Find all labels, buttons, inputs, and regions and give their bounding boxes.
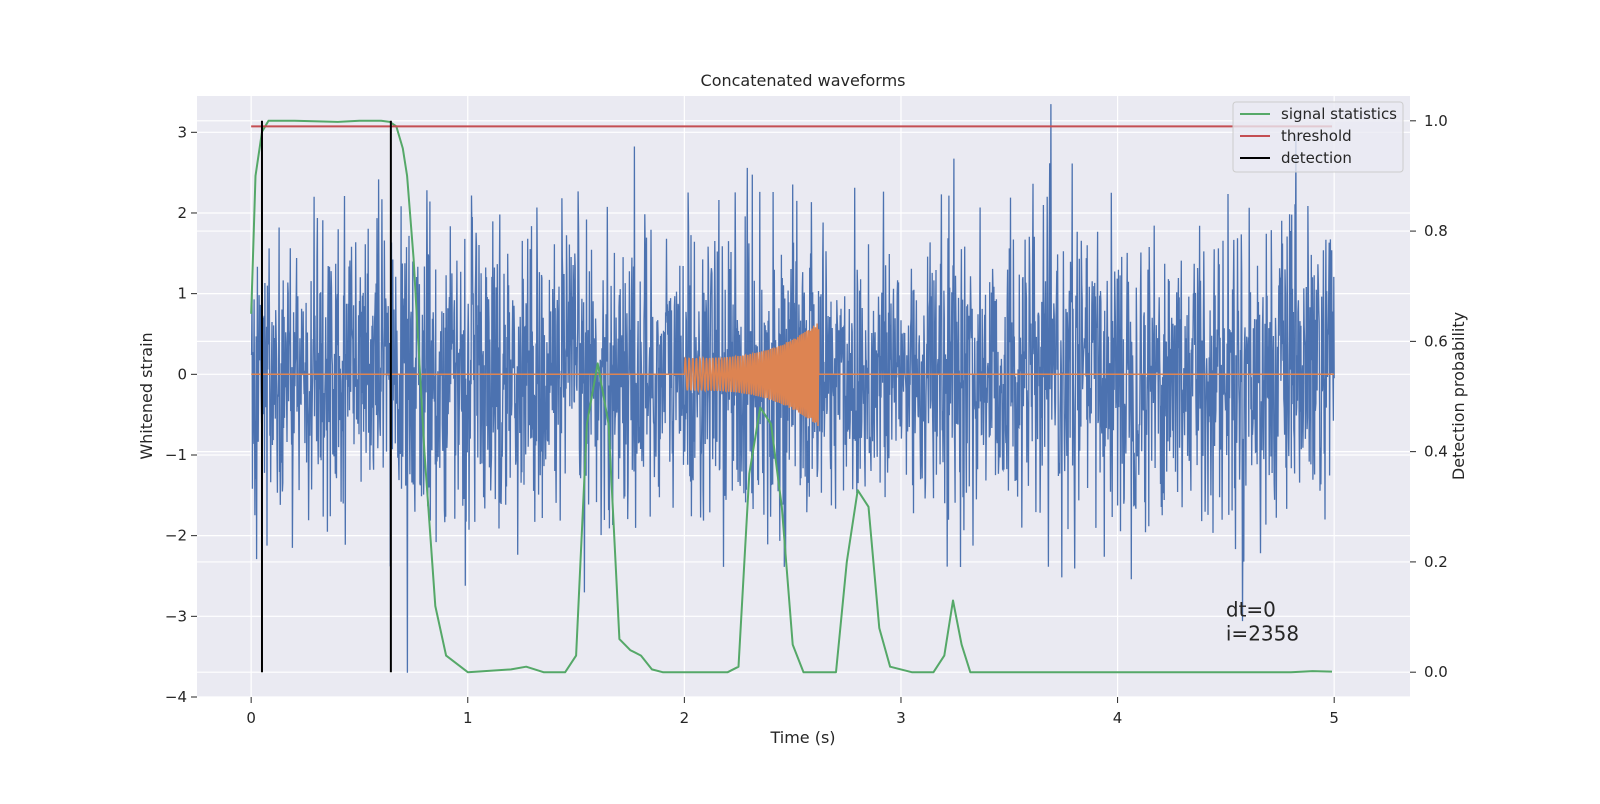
- annotation-index: i=2358: [1226, 622, 1299, 646]
- y-tick-label-left: −2: [165, 527, 187, 545]
- axis-ticks: 0 1 2 3 4 5 3 2 1 0 −1 −2 −3 −4 1.0 0.8 0.6 0.4 0.2 0.0: [165, 112, 1448, 727]
- y-tick-label-right: 0.4: [1424, 443, 1448, 461]
- y-tick-label-left: 0: [177, 365, 187, 383]
- y-tick-label-left: −4: [165, 688, 187, 706]
- y-tick-label-left: −3: [165, 607, 187, 625]
- legend-label-signal-statistics: signal statistics: [1281, 105, 1397, 123]
- legend-label-threshold: threshold: [1281, 127, 1352, 145]
- series-layer: [250, 104, 1335, 674]
- y-tick-label-right: 0.6: [1424, 332, 1448, 350]
- x-tick-label: 1: [463, 709, 473, 727]
- legend-frame: [1232, 101, 1404, 173]
- x-axis-label: Time (s): [769, 728, 835, 747]
- y-tick-label-right: 0.0: [1424, 663, 1448, 681]
- legend: signal statistics threshold detection: [1232, 101, 1404, 173]
- annotation-dt: dt=0: [1226, 597, 1276, 621]
- x-tick-label: 2: [680, 709, 690, 727]
- y-tick-label-left: −1: [165, 446, 187, 464]
- y-tick-label-left: 3: [177, 123, 187, 141]
- y-axis-label-right: Detection probability: [1449, 312, 1468, 480]
- chart-title: Concatenated waveforms: [701, 71, 906, 90]
- x-tick-label: 5: [1329, 709, 1339, 727]
- injected-waveform-line: [251, 323, 1335, 427]
- y-tick-label-right: 0.8: [1424, 222, 1448, 240]
- legend-label-detection: detection: [1281, 149, 1352, 167]
- y-tick-label-left: 1: [177, 285, 187, 303]
- strain-noise-line: [250, 104, 1335, 673]
- y-tick-label-right: 0.2: [1424, 553, 1448, 571]
- x-tick-label: 3: [896, 709, 906, 727]
- x-tick-label: 0: [246, 709, 256, 727]
- y-tick-label-right: 1.0: [1424, 112, 1448, 130]
- y-axis-label-left: Whitened strain: [137, 332, 156, 459]
- y-tick-label-left: 2: [177, 204, 187, 222]
- x-tick-label: 4: [1113, 709, 1123, 727]
